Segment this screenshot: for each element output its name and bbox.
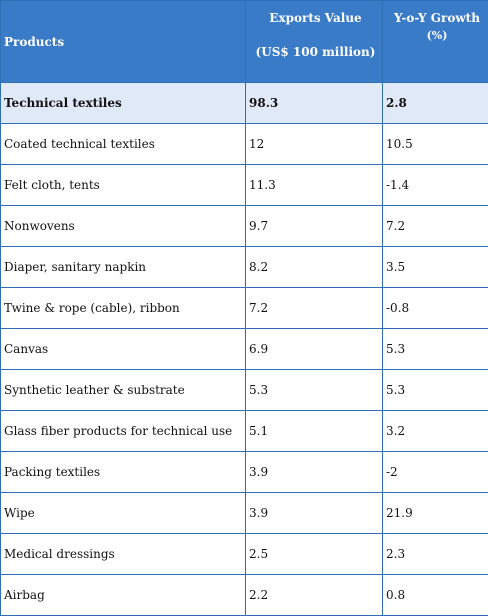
value-cell: 2.5 — [245, 533, 383, 575]
product-cell: Packing textiles — [0, 451, 246, 493]
product-cell: Medical dressings — [0, 533, 246, 575]
growth-cell: -0.8 — [382, 287, 488, 329]
value-cell: 2.2 — [245, 574, 383, 616]
table-row: Diaper, sanitary napkin 8.2 3.5 — [0, 246, 488, 288]
table-row: Coated technical textiles 12 10.5 — [0, 123, 488, 165]
growth-cell: 2.3 — [382, 533, 488, 575]
growth-cell: -1.4 — [382, 164, 488, 206]
value-cell: 6.9 — [245, 328, 383, 370]
value-cell: 8.2 — [245, 246, 383, 288]
value-cell: 12 — [245, 123, 383, 165]
header-exports-value: Exports Value (US$ 100 million) — [245, 0, 383, 83]
table-row: Canvas 6.9 5.3 — [0, 328, 488, 370]
value-cell: 7.2 — [245, 287, 383, 329]
table-row: Glass fiber products for technical use 5… — [0, 410, 488, 452]
table-body: Technical textiles 98.3 2.8 Coated techn… — [0, 82, 488, 616]
header-yoy-growth: Y-o-Y Growth (%) — [382, 0, 488, 83]
table-row: Wipe 3.9 21.9 — [0, 492, 488, 534]
growth-cell: -2 — [382, 451, 488, 493]
value-cell: 11.3 — [245, 164, 383, 206]
value-cell: 3.9 — [245, 492, 383, 534]
header-growth-unit: (%) — [426, 29, 448, 42]
growth-cell: 7.2 — [382, 205, 488, 247]
growth-cell: 3.2 — [382, 410, 488, 452]
header-products: Products — [0, 0, 246, 83]
table-row-total: Technical textiles 98.3 2.8 — [0, 82, 488, 124]
header-growth-title: Y-o-Y Growth — [394, 11, 480, 25]
table-row: Packing textiles 3.9 -2 — [0, 451, 488, 493]
growth-cell: 5.3 — [382, 328, 488, 370]
product-cell: Airbag — [0, 574, 246, 616]
table-row: Synthetic leather & substrate 5.3 5.3 — [0, 369, 488, 411]
value-cell: 3.9 — [245, 451, 383, 493]
product-cell: Nonwovens — [0, 205, 246, 247]
table-row: Twine & rope (cable), ribbon 7.2 -0.8 — [0, 287, 488, 329]
product-cell: Glass fiber products for technical use — [0, 410, 246, 452]
growth-cell: 21.9 — [382, 492, 488, 534]
value-cell: 98.3 — [245, 82, 383, 124]
table-row: Medical dressings 2.5 2.3 — [0, 533, 488, 575]
product-cell: Technical textiles — [0, 82, 246, 124]
product-cell: Canvas — [0, 328, 246, 370]
growth-cell: 0.8 — [382, 574, 488, 616]
product-cell: Synthetic leather & substrate — [0, 369, 246, 411]
product-cell: Twine & rope (cable), ribbon — [0, 287, 246, 329]
growth-cell: 5.3 — [382, 369, 488, 411]
value-cell: 5.1 — [245, 410, 383, 452]
table-row: Felt cloth, tents 11.3 -1.4 — [0, 164, 488, 206]
table-header: Products Exports Value (US$ 100 million)… — [0, 0, 488, 83]
table-row: Airbag 2.2 0.8 — [0, 574, 488, 616]
value-cell: 5.3 — [245, 369, 383, 411]
value-cell: 9.7 — [245, 205, 383, 247]
header-exports-unit: (US$ 100 million) — [255, 45, 376, 59]
product-cell: Coated technical textiles — [0, 123, 246, 165]
growth-cell: 3.5 — [382, 246, 488, 288]
product-cell: Wipe — [0, 492, 246, 534]
product-cell: Diaper, sanitary napkin — [0, 246, 246, 288]
growth-cell: 10.5 — [382, 123, 488, 165]
product-cell: Felt cloth, tents — [0, 164, 246, 206]
header-exports-title: Exports Value — [269, 11, 362, 25]
table-row: Nonwovens 9.7 7.2 — [0, 205, 488, 247]
growth-cell: 2.8 — [382, 82, 488, 124]
